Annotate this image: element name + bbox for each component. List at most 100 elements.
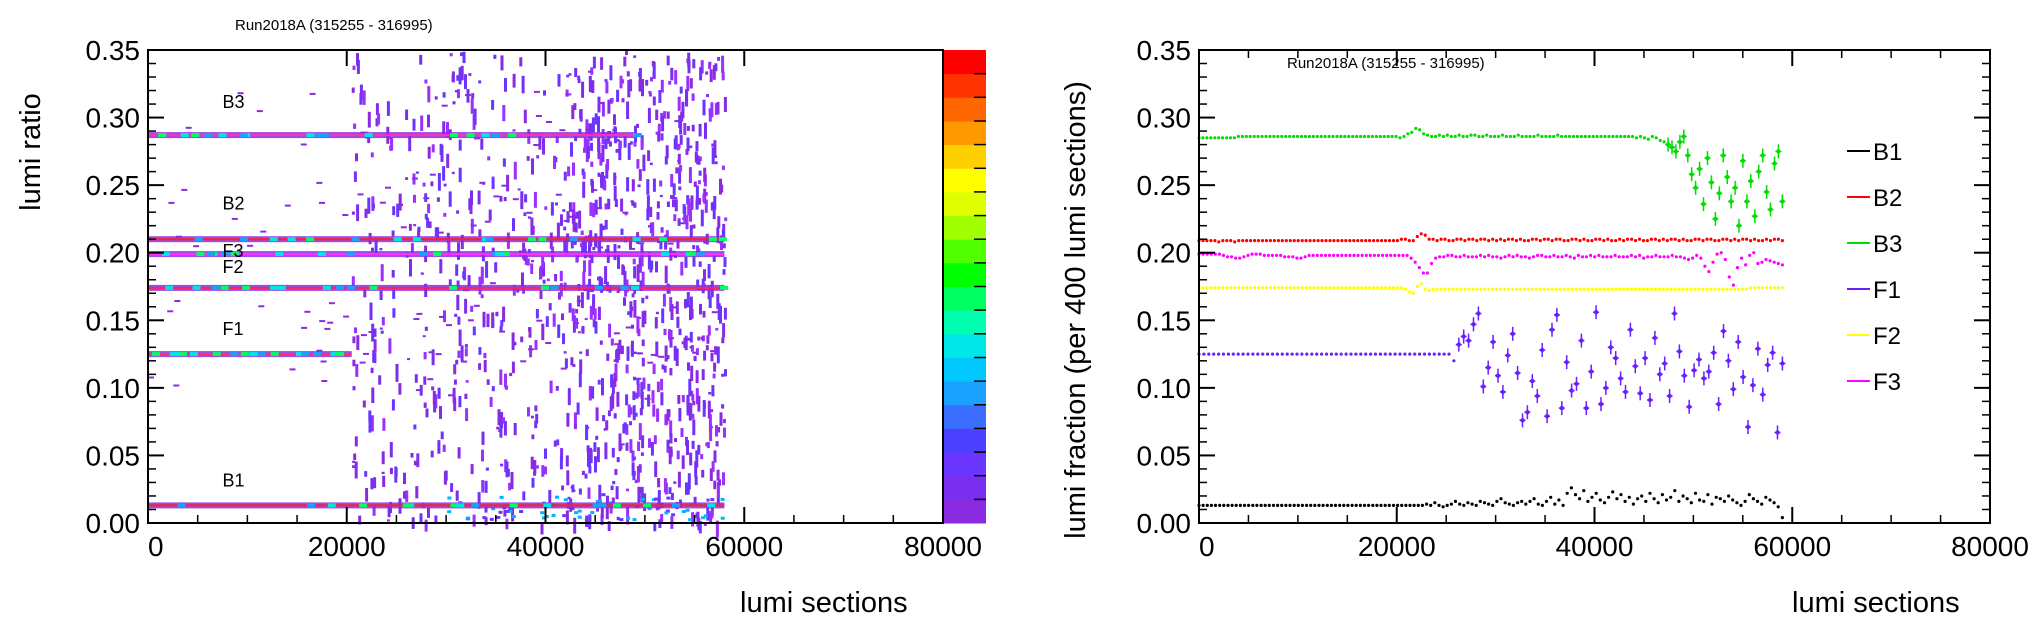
heatmap-cell: [665, 509, 670, 513]
data-point-b1: [1462, 503, 1466, 507]
data-point-f2: [1364, 286, 1368, 290]
data-point-f2: [1701, 287, 1705, 291]
data-point-b2: [1653, 237, 1657, 241]
heatmap-cell: [573, 423, 577, 428]
heatmap-cell: [542, 516, 546, 520]
data-point-f2: [1376, 286, 1380, 290]
band-hotspot: [296, 352, 304, 357]
data-point-f1: [1329, 352, 1333, 356]
data-point-b3: [1339, 134, 1343, 139]
data-point-f3: [1217, 252, 1221, 256]
heatmap-cell: [690, 195, 694, 210]
y-tick-label: 0.35: [86, 35, 141, 66]
heatmap-cell: [664, 265, 668, 284]
heatmap-cell: [614, 363, 618, 382]
data-point-b2: [1614, 239, 1618, 243]
data-point-f3: [1311, 253, 1315, 257]
data-point-f3: [1470, 255, 1474, 259]
heatmap-cell: [661, 364, 665, 370]
data-point-b2: [1598, 237, 1602, 241]
heatmap-cell: [439, 406, 442, 419]
data-point-b3: [1493, 134, 1497, 139]
data-point-b1: [1714, 495, 1718, 499]
heatmap-cell: [685, 149, 689, 155]
data-point-b3: [1564, 134, 1568, 139]
data-point-b3: [1619, 134, 1623, 139]
heatmap-cell: [533, 191, 537, 208]
band-hotspot: [239, 133, 248, 138]
data-point-f1: [1251, 352, 1255, 356]
data-point-b1: [1511, 503, 1515, 507]
heatmap-cell: [392, 308, 396, 318]
data-point-f3: [1360, 253, 1364, 257]
heatmap-cell: [405, 177, 409, 180]
heatmap-cell: [591, 180, 594, 193]
heatmap-cell: [423, 376, 427, 385]
heatmap-cell: [533, 90, 540, 93]
data-point-f2: [1562, 287, 1566, 291]
heatmap-cell: [652, 363, 656, 375]
heatmap-cell: [693, 181, 697, 187]
heatmap-cell: [599, 153, 603, 166]
data-point-b3: [1382, 134, 1386, 139]
data-point-f2: [1336, 286, 1340, 290]
heatmap-cell: [568, 303, 572, 313]
data-point-b2: [1586, 239, 1590, 243]
colorbar-segment: [944, 191, 986, 217]
heatmap-cell: [613, 373, 617, 387]
colorbar-segment: [944, 120, 986, 146]
heatmap-cell: [622, 211, 629, 214]
heatmap-cell: [698, 261, 702, 267]
data-point-f2: [1741, 287, 1745, 291]
heatmap-cell: [566, 470, 570, 486]
data-point-f2: [1427, 289, 1431, 293]
data-point-b1: [1396, 503, 1400, 507]
heatmap-cell: [581, 81, 585, 98]
heatmap-cell: [437, 440, 441, 454]
heatmap-cell: [629, 439, 633, 450]
data-point-f3: [1491, 255, 1495, 259]
data-point-b3: [1264, 134, 1268, 139]
data-point-b3: [1307, 134, 1311, 139]
data-point-b2: [1495, 239, 1499, 243]
data-point-f3: [1670, 253, 1674, 257]
band-hotspot: [330, 352, 339, 357]
heatmap-cell: [692, 245, 696, 250]
data-point-b3: [1469, 133, 1473, 137]
heatmap-cell: [482, 311, 486, 328]
heatmap-cell: [695, 185, 699, 198]
data-point-f2: [1737, 287, 1741, 291]
heatmap-cell: [389, 442, 393, 458]
heatmap-cell: [605, 420, 609, 431]
data-point-f3: [1593, 255, 1597, 259]
heatmap-cell: [669, 420, 673, 437]
heatmap-cell: [695, 370, 699, 384]
heatmap-cell: [683, 337, 687, 348]
heatmap-cell: [453, 379, 457, 385]
data-point-f2: [1641, 287, 1646, 291]
heatmap-cell: [691, 512, 695, 527]
heatmap-cell: [659, 238, 663, 250]
data-point-b3: [1489, 134, 1493, 139]
heatmap-cell: [390, 138, 394, 151]
heatmap-cell: [708, 414, 712, 432]
heatmap-cell: [582, 271, 586, 287]
heatmap-cell: [626, 506, 630, 525]
heatmap-cell: [674, 199, 678, 212]
heatmap-cell: [548, 489, 552, 503]
heatmap-cell: [597, 172, 601, 177]
heatmap-cell: [716, 346, 720, 364]
heatmap-cell: [632, 405, 636, 421]
heatmap-cell: [664, 243, 668, 250]
data-point-f2: [1459, 287, 1463, 291]
heatmap-cell: [385, 186, 391, 189]
heatmap-cell: [359, 361, 366, 364]
curve-label-b3: B3: [223, 92, 245, 112]
data-point-b3: [1654, 136, 1658, 140]
data-point-b2: [1768, 239, 1773, 243]
right-chart-title: Run2018A (315255 - 316995): [1287, 55, 1485, 72]
heatmap-cell: [535, 413, 539, 424]
data-point-f2: [1649, 287, 1653, 291]
data-point-b1: [1408, 503, 1412, 507]
heatmap-cell: [639, 88, 643, 92]
